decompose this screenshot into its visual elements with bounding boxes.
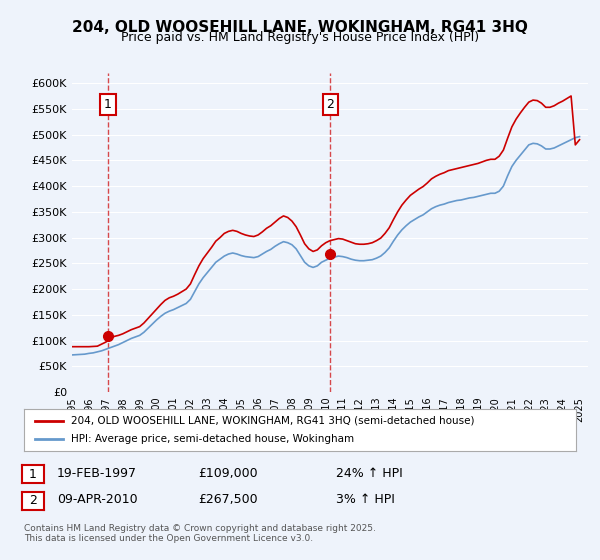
Text: 2: 2 (29, 494, 37, 507)
Text: 3% ↑ HPI: 3% ↑ HPI (336, 493, 395, 506)
Text: 2: 2 (326, 98, 334, 111)
Text: 24% ↑ HPI: 24% ↑ HPI (336, 466, 403, 480)
Text: 09-APR-2010: 09-APR-2010 (57, 493, 137, 506)
Text: 204, OLD WOOSEHILL LANE, WOKINGHAM, RG41 3HQ (semi-detached house): 204, OLD WOOSEHILL LANE, WOKINGHAM, RG41… (71, 416, 475, 426)
Text: £267,500: £267,500 (198, 493, 257, 506)
Text: £109,000: £109,000 (198, 466, 257, 480)
Text: Price paid vs. HM Land Registry's House Price Index (HPI): Price paid vs. HM Land Registry's House … (121, 31, 479, 44)
Text: HPI: Average price, semi-detached house, Wokingham: HPI: Average price, semi-detached house,… (71, 434, 354, 444)
Text: 1: 1 (29, 468, 37, 481)
Text: 1: 1 (104, 98, 112, 111)
Text: 19-FEB-1997: 19-FEB-1997 (57, 466, 137, 480)
Text: Contains HM Land Registry data © Crown copyright and database right 2025.
This d: Contains HM Land Registry data © Crown c… (24, 524, 376, 543)
Text: 204, OLD WOOSEHILL LANE, WOKINGHAM, RG41 3HQ: 204, OLD WOOSEHILL LANE, WOKINGHAM, RG41… (72, 20, 528, 35)
